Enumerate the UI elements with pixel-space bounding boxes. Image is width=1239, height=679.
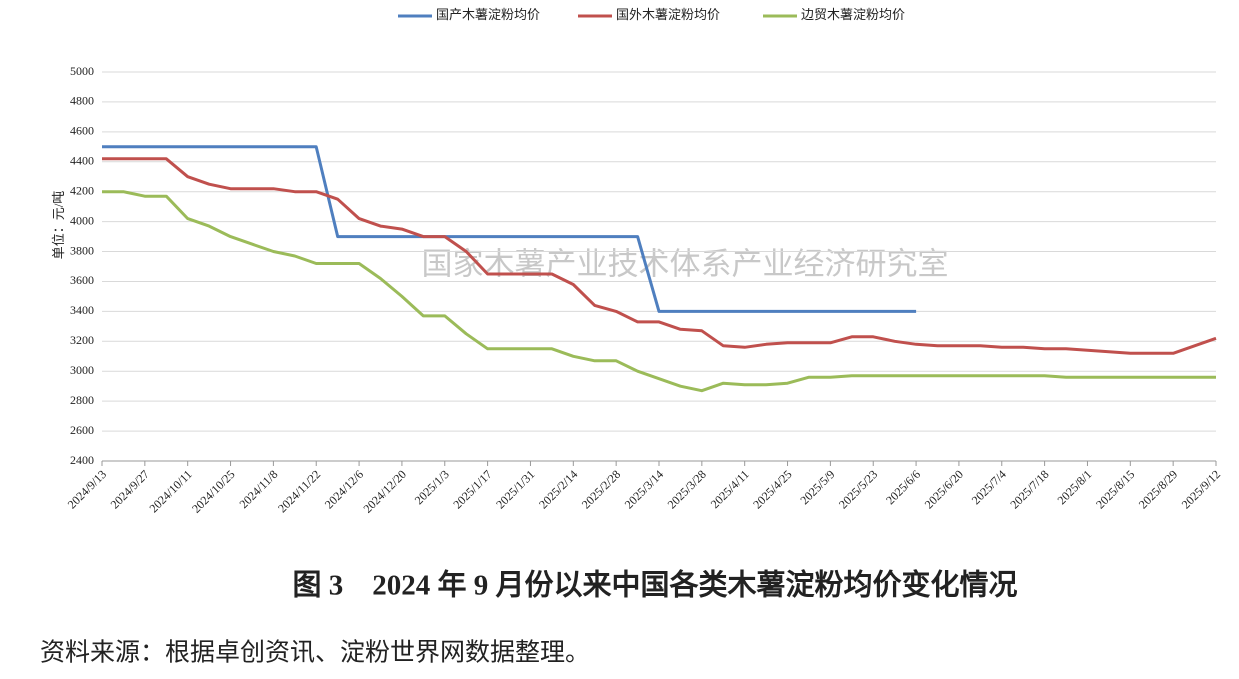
x-tick-label: 2025/2/28 — [579, 467, 623, 511]
legend-label: 边贸木薯淀粉均价 — [801, 7, 905, 22]
x-tick-label: 2024/10/25 — [189, 467, 238, 516]
y-tick-label: 3200 — [70, 333, 94, 347]
y-tick-label: 4400 — [70, 154, 94, 168]
y-tick-label: 5000 — [70, 64, 94, 78]
y-tick-label: 3800 — [70, 243, 94, 257]
y-tick-label: 3000 — [70, 363, 94, 377]
y-tick-label: 4800 — [70, 94, 94, 108]
x-tick-label: 2024/9/27 — [108, 467, 152, 511]
x-tick-label: 2024/11/8 — [236, 467, 280, 511]
y-tick-label: 4600 — [70, 124, 94, 138]
x-tick-label: 2025/3/14 — [622, 467, 666, 511]
x-tick-label: 2025/1/3 — [412, 467, 452, 507]
x-tick-label: 2025/1/17 — [450, 467, 494, 511]
y-tick-label: 3600 — [70, 273, 94, 287]
y-tick-label: 3400 — [70, 303, 94, 317]
x-tick-label: 2025/7/18 — [1007, 467, 1051, 511]
caption: 图 3 2024 年 9 月份以来中国各类木薯淀粉均价变化情况 — [292, 568, 1017, 602]
x-tick-label: 2025/5/9 — [797, 467, 837, 507]
x-tick-label: 2024/10/11 — [147, 467, 195, 515]
x-tick-label: 2024/11/22 — [275, 467, 323, 515]
y-tick-label: 4200 — [70, 183, 94, 197]
x-tick-label: 2025/5/23 — [836, 467, 880, 511]
x-tick-label: 2024/9/13 — [65, 467, 109, 511]
x-tick-label: 2025/1/31 — [493, 467, 537, 511]
x-tick-label: 2025/8/1 — [1054, 467, 1094, 507]
x-tick-label: 2025/8/15 — [1093, 467, 1137, 511]
x-tick-label: 2025/4/25 — [750, 467, 794, 511]
x-tick-label: 2025/9/12 — [1179, 467, 1223, 511]
legend-label: 国产木薯淀粉均价 — [436, 7, 540, 22]
watermark: 国家木薯产业技术体系产业经济研究室 — [422, 247, 949, 283]
y-tick-label: 2800 — [70, 393, 94, 407]
legend-label: 国外木薯淀粉均价 — [616, 7, 720, 22]
series-line — [102, 190, 1216, 393]
source: 资料来源：根据卓创资讯、淀粉世界网数据整理。 — [40, 639, 590, 667]
x-tick-label: 2025/3/28 — [665, 467, 709, 511]
x-tick-label: 2025/7/4 — [969, 467, 1009, 507]
series-line — [102, 145, 917, 313]
x-tick-label: 2025/2/14 — [536, 467, 580, 511]
x-tick-label: 2025/8/29 — [1136, 467, 1180, 511]
x-tick-label: 2024/12/6 — [322, 467, 366, 511]
y-tick-label: 4000 — [70, 213, 94, 227]
x-tick-label: 2025/6/20 — [922, 467, 966, 511]
y-tick-label: 2400 — [70, 453, 94, 467]
y-axis-label: 单位：元/吨 — [51, 191, 66, 260]
x-tick-label: 2025/6/6 — [883, 467, 923, 507]
y-tick-label: 2600 — [70, 423, 94, 437]
series-line — [102, 157, 1217, 355]
x-tick-label: 2024/12/20 — [360, 467, 409, 516]
x-tick-label: 2025/4/11 — [708, 467, 752, 511]
